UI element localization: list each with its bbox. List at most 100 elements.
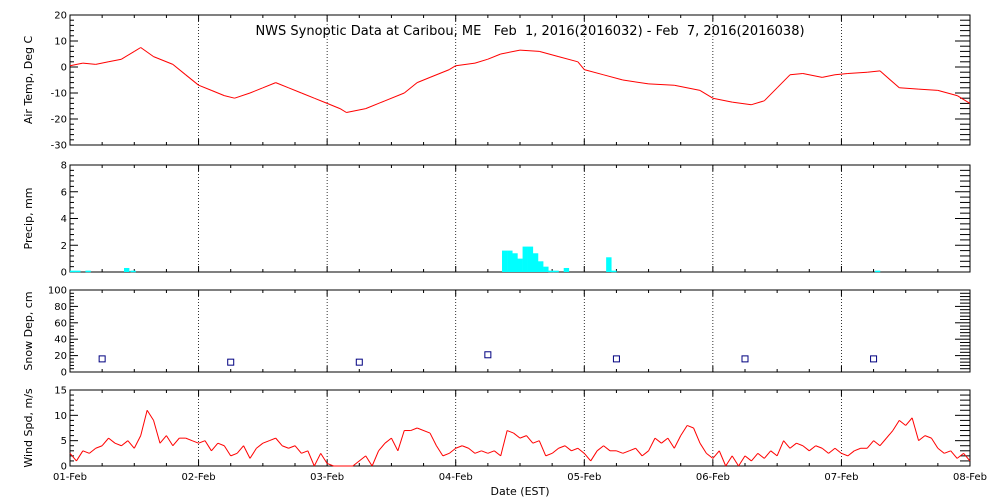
- wind-line-segment: [571, 447, 579, 452]
- temp-line-segment: [648, 83, 675, 86]
- wind-line-segment: [211, 442, 219, 452]
- precip-bar: [543, 266, 549, 272]
- temp-y-tick-label: -10: [51, 89, 67, 100]
- temp-y-tick-label: 10: [54, 37, 67, 48]
- snow-y-tick-label: 80: [54, 302, 67, 313]
- temp-line-segment: [539, 50, 559, 58]
- temp-line-segment: [789, 73, 803, 76]
- temp-line-segment: [365, 100, 386, 110]
- wind-line-segment: [101, 437, 109, 447]
- wind-line-segment: [526, 435, 534, 444]
- temp-panel: 20 10 0 -10 -20 -30 Air Temp, Deg C: [22, 11, 971, 152]
- wind-line-segment: [744, 455, 752, 462]
- wind-line-segment: [159, 435, 167, 444]
- wind-line-segment: [924, 435, 932, 439]
- precip-bar: [507, 250, 513, 272]
- wind-line-segment: [76, 450, 84, 462]
- wind-y-axis-label: Wind Spd, m/s: [22, 388, 35, 468]
- temp-line-segment: [474, 58, 489, 64]
- temp-line-segment: [198, 84, 212, 91]
- temp-y-axis-label: Air Temp, Deg C: [22, 36, 35, 125]
- precip-bar: [85, 270, 91, 273]
- wind-line-segment: [648, 437, 656, 452]
- temp-line-segment: [455, 62, 476, 67]
- temp-line-segment: [249, 87, 264, 94]
- temp-line-segment: [346, 108, 366, 113]
- wind-line-segment: [706, 452, 714, 459]
- wind-line-segment: [661, 437, 669, 444]
- x-axis-tick-labels: 01-Feb 02-Feb 03-Feb 04-Feb 05-Feb 06-Feb 07-F…: [53, 472, 987, 483]
- wind-line-segment: [185, 437, 193, 442]
- wind-line-segment: [776, 440, 785, 457]
- precip-bar: [874, 270, 881, 273]
- chart-title: NWS Synoptic Data at Caribou, ME Feb 1, …: [255, 24, 804, 39]
- wind-line-segment: [326, 463, 334, 467]
- temp-line-segment: [153, 56, 174, 65]
- x-axis-label: Date (EST): [490, 485, 549, 498]
- wind-line-segment: [538, 440, 547, 457]
- precip-bar: [512, 253, 518, 272]
- temp-line-segment: [699, 89, 714, 99]
- precip-bar: [517, 258, 523, 272]
- wind-line-segment: [519, 435, 527, 439]
- snow-y-tick-label: 20: [54, 351, 67, 362]
- x-tick-label: 02-Feb: [182, 472, 216, 483]
- wind-line-segment: [815, 445, 823, 449]
- snow-y-tick-label: 0: [61, 368, 67, 379]
- wind-line-segment: [114, 442, 122, 447]
- wind-y-tick-label: 10: [54, 411, 67, 422]
- snow-y-axis-label: Snow Dep, cm: [22, 291, 35, 370]
- x-tick-label: 06-Feb: [696, 472, 730, 483]
- temp-line-segment: [712, 97, 733, 103]
- wind-line-segment: [796, 442, 804, 447]
- wind-line-segment: [879, 437, 887, 447]
- x-tick-label: 03-Feb: [310, 472, 344, 483]
- wind-line-segment: [204, 440, 212, 452]
- temp-line-segment: [500, 49, 521, 55]
- wind-line-segment: [911, 417, 920, 441]
- wind-line-segment: [712, 450, 720, 459]
- wind-line-segment: [301, 450, 309, 454]
- temp-line-segment: [822, 74, 836, 78]
- precip-bar: [527, 246, 534, 272]
- wind-line-segment: [223, 445, 232, 457]
- temp-y-tick-label: -30: [51, 141, 67, 152]
- wind-line-segment: [320, 453, 328, 464]
- wind-line-segment: [474, 450, 482, 454]
- precip-y-tick-label: 2: [61, 241, 67, 252]
- wind-line-segment: [731, 455, 739, 467]
- wind-line-segment: [641, 450, 649, 457]
- temp-line-segment: [879, 70, 900, 89]
- wind-line-segment: [410, 427, 418, 431]
- wind-line-segment: [866, 440, 874, 449]
- wind-line-segment: [783, 440, 791, 449]
- precip-bar: [130, 270, 136, 273]
- temp-line-segment: [108, 58, 122, 63]
- wind-panel: 15 10 5 0 Wind Spd, m/s: [22, 386, 971, 473]
- temp-line-segment: [82, 62, 96, 65]
- wind-line-segment: [513, 432, 521, 439]
- wind-line-segment: [146, 409, 154, 421]
- precip-bar: [502, 250, 508, 272]
- temp-line-segment: [751, 100, 765, 106]
- wind-line-segment: [770, 450, 778, 457]
- wind-line-segment: [506, 430, 514, 434]
- wind-line-segment: [121, 440, 129, 447]
- temp-line-segment: [802, 73, 823, 78]
- wind-y-tick-label: 15: [54, 386, 67, 397]
- wind-line-segment: [378, 442, 386, 452]
- wind-line-segment: [127, 440, 135, 449]
- wind-line-segment: [249, 447, 257, 459]
- wind-line-segment: [269, 437, 276, 442]
- wind-line-segment: [956, 452, 964, 459]
- temp-line-segment: [301, 92, 315, 99]
- wind-line-segment: [468, 447, 476, 454]
- wind-line-segment: [153, 420, 161, 444]
- wind-line-segment: [751, 453, 759, 462]
- precip-bar: [124, 267, 130, 272]
- wind-line-segment: [551, 447, 559, 454]
- temp-line-segment: [674, 84, 701, 91]
- wind-line-segment: [166, 435, 174, 447]
- temp-line-segment: [937, 89, 958, 97]
